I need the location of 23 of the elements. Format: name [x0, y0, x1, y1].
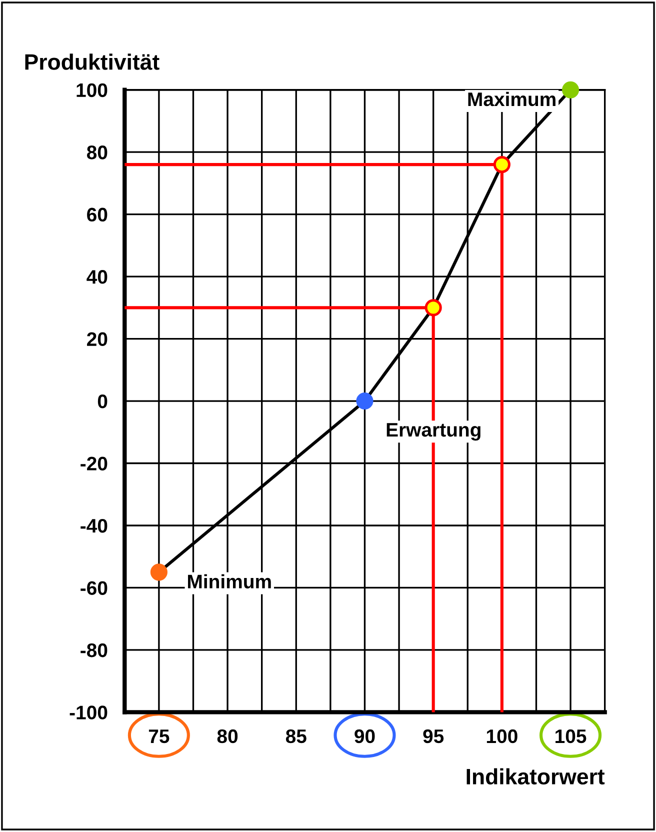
y-tick-label: -20 [80, 456, 108, 470]
y-tick-label: 60 [87, 208, 108, 222]
x-tick-label: 105 [556, 729, 586, 744]
x-tick-label: 75 [148, 730, 170, 744]
y-tick-label: 80 [86, 146, 108, 160]
y-tick-label: -60 [80, 581, 108, 595]
y-tick-label: -40 [80, 518, 108, 533]
y-tick-label: 40 [86, 270, 108, 284]
annotation: Erwartung [386, 423, 480, 441]
y-tick-label: -100 [70, 706, 108, 720]
y-tick-label: 0 [98, 394, 108, 408]
x-axis-title: Indikatorwert [466, 768, 605, 785]
x-tick-label: 80 [217, 729, 238, 744]
y-tick-label: 100 [76, 83, 108, 98]
x-tick-label: 95 [423, 729, 444, 744]
y-axis-title: Produktivität [25, 54, 160, 70]
annotation: Minimum [188, 574, 271, 588]
x-tick-label: 100 [486, 729, 518, 744]
x-tick-label: 85 [286, 729, 306, 744]
y-tick-label: -80 [80, 643, 108, 658]
annotation: Maximum [468, 92, 556, 106]
x-tick-label: 90 [354, 729, 375, 744]
y-tick-label: 20 [87, 332, 108, 346]
